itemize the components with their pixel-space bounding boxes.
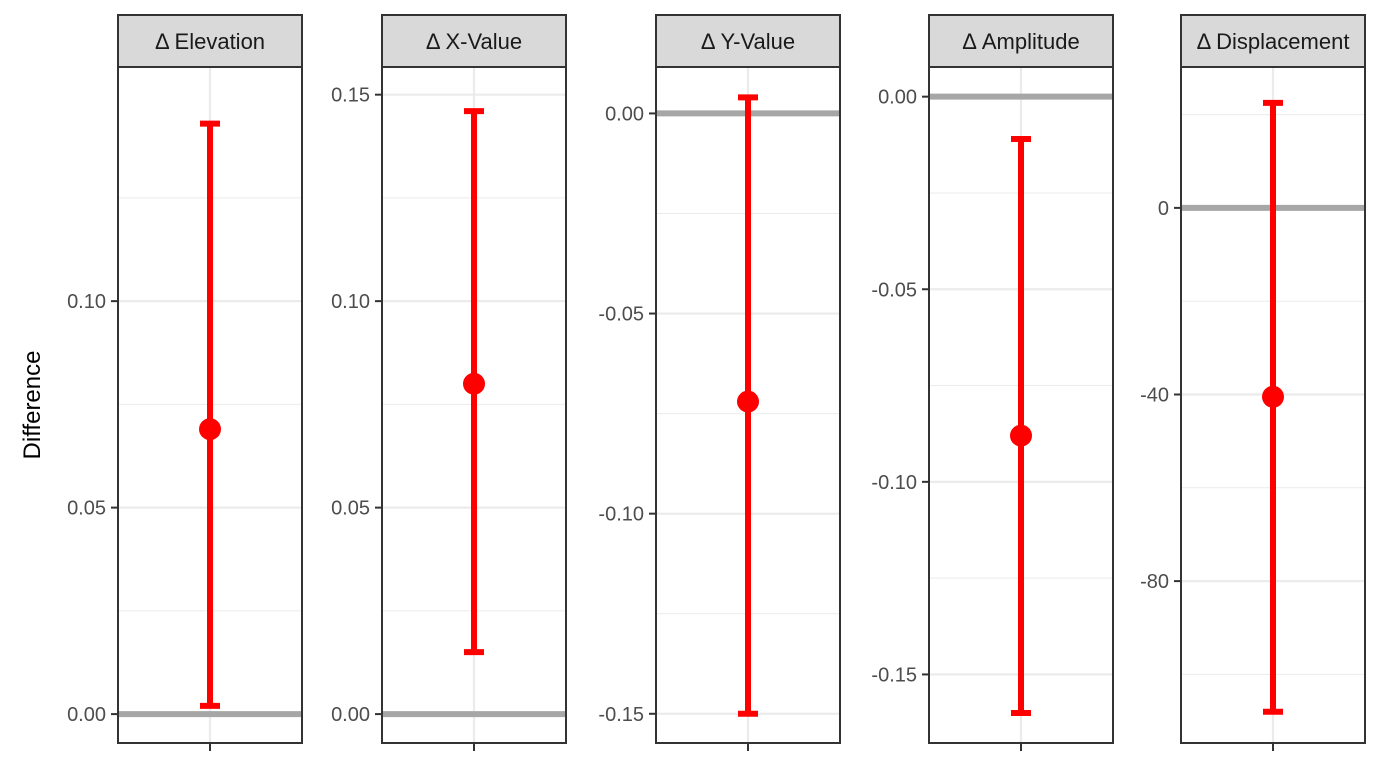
y-tick-label: 0.00: [878, 87, 917, 109]
y-tick-label: 0.00: [605, 103, 644, 125]
panel-amplitude: Δ Amplitude 0.00 -0.05 -0.10 -0.15: [871, 14, 1114, 751]
strip-background: [1180, 14, 1366, 68]
panel-elevation: Δ Elevation 0.00 0.05 0.10: [67, 14, 303, 751]
y-tick-label: -80: [1140, 571, 1169, 593]
strip-label: Δ Y-Value: [701, 29, 795, 54]
y-tick-label: -0.15: [598, 704, 644, 726]
strip-background: [381, 14, 567, 68]
strip-background: [928, 14, 1114, 68]
y-tick-label: -40: [1140, 385, 1169, 407]
estimate-point: [737, 390, 759, 413]
strip-label: Δ Displacement: [1197, 29, 1350, 54]
strip-background: [655, 14, 841, 68]
y-tick-label: -0.05: [598, 304, 644, 326]
y-tick-label: -0.10: [598, 504, 644, 526]
strip-label: Δ Elevation: [155, 29, 265, 54]
y-tick-label: 0.10: [67, 291, 106, 313]
y-tick-label: 0: [1158, 198, 1169, 220]
panel-x-value: Δ X-Value 0.00 0.05 0.10 0.15: [331, 14, 567, 751]
y-tick-label: 0.00: [67, 704, 106, 726]
y-tick-label: -0.15: [871, 664, 917, 686]
y-tick-label: -0.10: [871, 472, 917, 494]
estimate-point: [199, 418, 221, 441]
y-tick-label: -0.05: [871, 279, 917, 301]
estimate-point: [1262, 385, 1284, 408]
y-tick-label: 0.15: [331, 85, 370, 107]
strip-label: Δ X-Value: [426, 29, 522, 54]
panel-y-value: Δ Y-Value 0.00 -0.05 -0.10 -0.15: [598, 14, 841, 751]
y-tick-label: 0.05: [331, 498, 370, 520]
estimate-point: [1010, 424, 1032, 447]
y-tick-label: 0.05: [67, 498, 106, 520]
estimate-point: [463, 372, 485, 395]
strip-background: [117, 14, 303, 68]
strip-label: Δ Amplitude: [962, 29, 1079, 54]
y-tick-label: 0.00: [331, 704, 370, 726]
y-tick-label: 0.10: [331, 291, 370, 313]
panel-displacement: Δ Displacement 0 -40 -80: [1140, 14, 1366, 751]
y-axis-label: Difference: [19, 351, 46, 460]
